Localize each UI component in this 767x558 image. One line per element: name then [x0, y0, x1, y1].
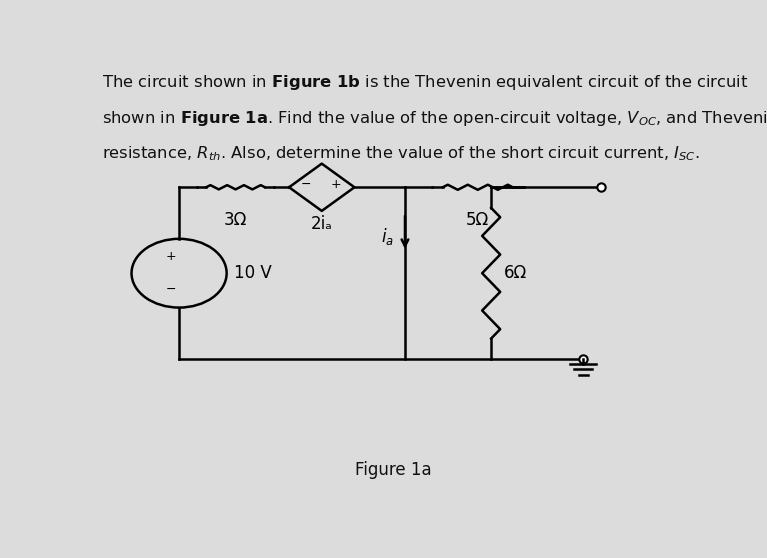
Text: +: + [166, 250, 176, 263]
Text: $i_a$: $i_a$ [381, 226, 394, 247]
Text: 10 V: 10 V [234, 264, 272, 282]
Text: −: − [166, 283, 176, 296]
Text: +: + [330, 178, 341, 191]
Text: resistance, $R_{th}$. Also, determine the value of the short circuit current, $I: resistance, $R_{th}$. Also, determine th… [102, 144, 700, 162]
Text: Figure 1a: Figure 1a [355, 461, 431, 479]
Text: 3Ω: 3Ω [224, 211, 247, 229]
Text: 2iₐ: 2iₐ [311, 215, 333, 233]
Text: The circuit shown in $\mathbf{Figure\ 1b}$ is the Thevenin equivalent circuit of: The circuit shown in $\mathbf{Figure\ 1b… [102, 74, 749, 93]
Text: 5Ω: 5Ω [466, 211, 489, 229]
Text: 6Ω: 6Ω [504, 264, 528, 282]
Text: shown in $\mathbf{Figure\ 1a}$. Find the value of the open-circuit voltage, $V_{: shown in $\mathbf{Figure\ 1a}$. Find the… [102, 109, 767, 128]
Text: −: − [301, 178, 311, 191]
